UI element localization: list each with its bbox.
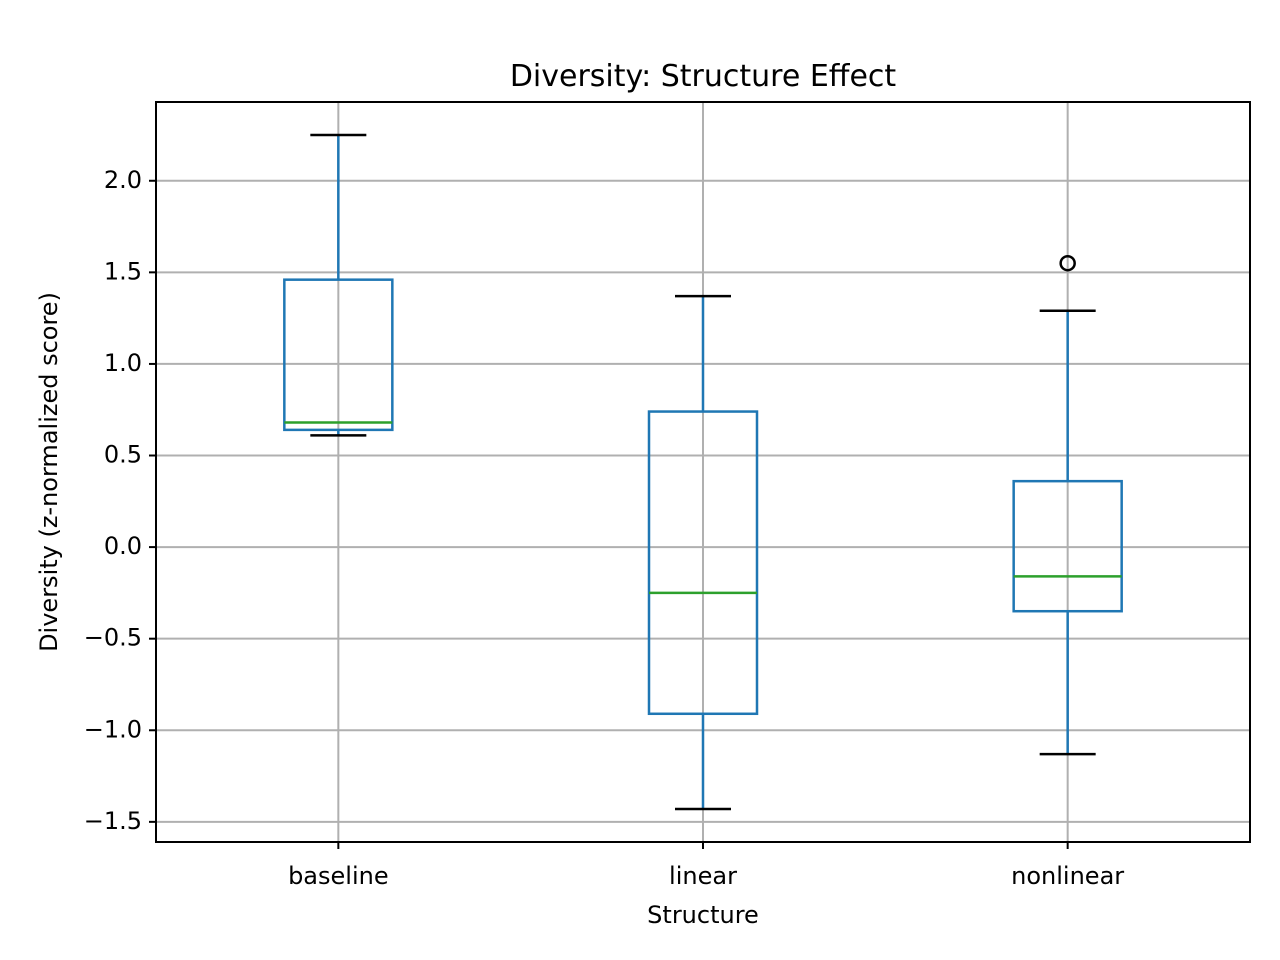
y-tick-label: 0.0: [104, 532, 142, 560]
iqr-box: [283, 278, 394, 432]
x-tick-label: nonlinear: [1011, 862, 1124, 890]
ticks: −1.5 −1.0 −0.5 0.0 0.5 1.0 1.5 2.0 baseline linea…: [84, 166, 1125, 890]
y-axis-label: Diversity (z-normalized score): [35, 292, 63, 652]
y-tick-label: −0.5: [84, 624, 142, 652]
y-tick-label: 2.0: [104, 166, 142, 194]
chart-title: Diversity: Structure Effect: [510, 59, 897, 94]
box-linear: [647, 294, 759, 811]
y-tick-label: 1.5: [104, 257, 142, 285]
y-tick-label: −1.0: [84, 715, 142, 743]
x-tick-label: baseline: [288, 862, 389, 890]
outlier-point: [1059, 254, 1076, 272]
y-tick-label: −1.5: [84, 807, 142, 835]
y-tick-label: 0.5: [104, 441, 142, 469]
iqr-box: [1012, 479, 1123, 613]
x-axis-label: Structure: [647, 901, 759, 929]
y-tick-label: 1.0: [104, 349, 142, 377]
boxes: [283, 133, 1123, 811]
iqr-box: [647, 410, 759, 716]
x-tick-label: linear: [669, 862, 737, 890]
box-nonlinear: [1012, 254, 1123, 756]
box-baseline: [283, 133, 394, 437]
